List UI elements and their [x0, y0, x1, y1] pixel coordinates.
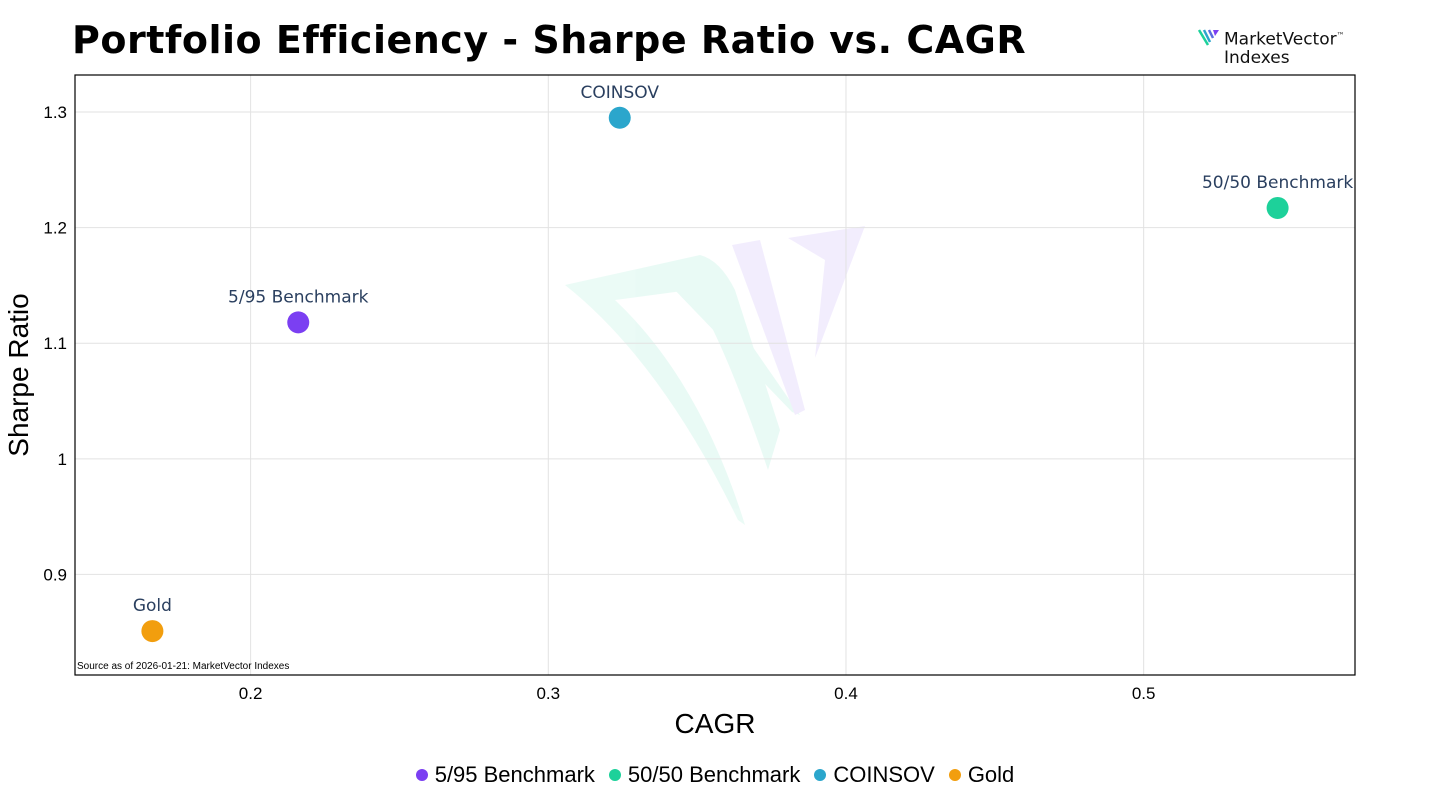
legend-item[interactable]: Gold	[948, 762, 1015, 788]
x-tick-label: 0.4	[834, 684, 858, 703]
logo-mark-icon	[1198, 29, 1219, 46]
data-point-label: COINSOV	[581, 83, 660, 103]
legend-label: 50/50 Benchmark	[627, 762, 801, 787]
legend-item[interactable]: 50/50 Benchmark	[608, 762, 801, 788]
legend-label: Gold	[967, 762, 1015, 787]
legend-marker-icon	[814, 769, 827, 781]
watermark-logo	[565, 226, 865, 525]
legend-item[interactable]: COINSOV	[814, 762, 935, 788]
logo-line1: MarketVector	[1224, 29, 1337, 50]
legend-marker-icon	[608, 769, 621, 781]
legend-label: COINSOV	[833, 762, 935, 787]
y-axis-label: Sharpe Ratio	[3, 293, 34, 456]
marketvector-logo: MarketVector™ Indexes	[1198, 27, 1345, 67]
y-tick-label: 1	[58, 450, 67, 469]
y-tick-label: 0.9	[43, 565, 67, 584]
data-point-label: 5/95 Benchmark	[228, 287, 369, 307]
y-tick-label: 1.2	[43, 219, 67, 238]
data-point[interactable]	[608, 106, 631, 129]
legend-marker-icon	[948, 769, 961, 781]
x-tick-label: 0.5	[1132, 684, 1156, 703]
x-tick-label: 0.2	[239, 684, 263, 703]
chart-title: Portfolio Efficiency - Sharpe Ratio vs. …	[72, 18, 1027, 62]
legend-item[interactable]: 5/95 Benchmark	[415, 762, 595, 788]
plot-area	[74, 74, 1356, 676]
legend-marker-icon	[415, 769, 428, 781]
data-point[interactable]	[141, 620, 164, 643]
x-tick-label: 0.3	[536, 684, 560, 703]
x-axis-label: CAGR	[675, 708, 756, 739]
logo-tm: ™	[1336, 31, 1345, 40]
legend-label: 5/95 Benchmark	[434, 762, 595, 787]
data-point[interactable]	[287, 311, 310, 334]
data-point[interactable]	[1266, 196, 1289, 219]
y-tick-label: 1.3	[43, 103, 67, 122]
data-point-label: Gold	[133, 596, 172, 616]
logo-line2: Indexes	[1224, 47, 1290, 68]
data-point-label: 50/50 Benchmark	[1202, 173, 1353, 193]
y-tick-label: 1.1	[43, 334, 67, 353]
source-note: Source as of 2026-01-21: MarketVector In…	[77, 661, 290, 672]
legend: 5/95 Benchmark 50/50 Benchmark COINSOV Gold	[0, 762, 1430, 788]
